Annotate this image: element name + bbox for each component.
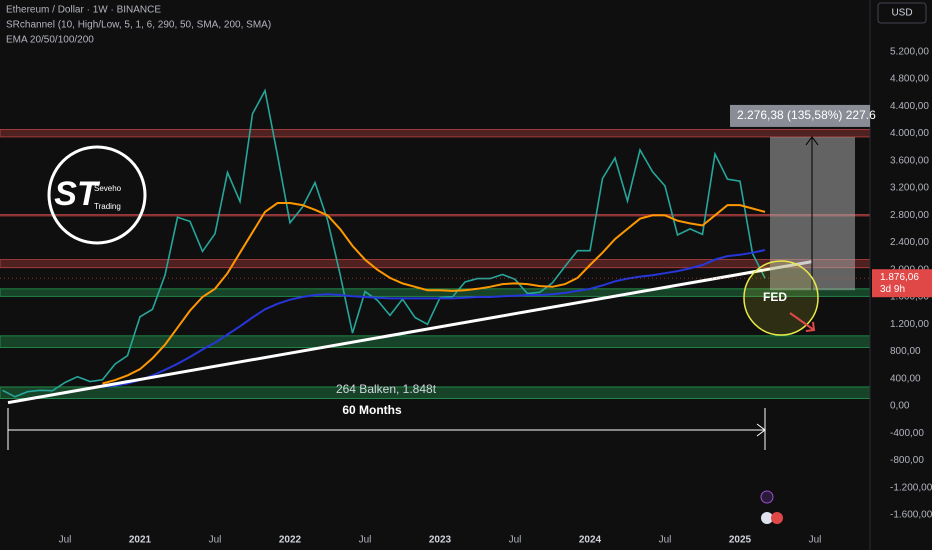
logo-circle bbox=[47, 145, 147, 245]
price-line bbox=[102, 249, 766, 388]
x-tick-label: Jul bbox=[809, 535, 822, 546]
y-tick-label: -1.600,00 bbox=[890, 510, 932, 521]
event-arrow bbox=[789, 312, 816, 332]
y-tick-label: 400,00 bbox=[890, 373, 921, 384]
bars-note: 264 Balken, 1.848t bbox=[336, 382, 437, 396]
span-arrowhead bbox=[756, 423, 766, 437]
zone bbox=[0, 259, 871, 269]
last-price-label: 1.876,06 bbox=[880, 272, 919, 283]
x-tick-label: 2023 bbox=[429, 535, 452, 546]
logo-line: Trading bbox=[94, 202, 121, 211]
y-tick-label: -1.200,00 bbox=[890, 482, 932, 493]
y-tick-label: -800,00 bbox=[890, 455, 924, 466]
measure-label-box bbox=[730, 104, 870, 127]
indicator-label: EMA 20/50/100/200 bbox=[6, 35, 94, 46]
trendline bbox=[7, 260, 813, 405]
x-tick-label: 2024 bbox=[579, 535, 602, 546]
plot bbox=[2, 88, 813, 405]
y-tick-label: 4.000,00 bbox=[890, 128, 929, 139]
y-tick-label: 0,00 bbox=[890, 401, 910, 412]
event-icon bbox=[760, 490, 774, 504]
x-tick-label: Jul bbox=[359, 535, 372, 546]
y-tick-label: 2.400,00 bbox=[890, 237, 929, 248]
x-tick-label: 2025 bbox=[729, 535, 752, 546]
event-circle bbox=[743, 260, 819, 336]
measure-label: 2.276,38 (135,58%) 227.6 bbox=[737, 108, 876, 122]
x-tick-label: Jul bbox=[59, 535, 72, 546]
zone bbox=[0, 129, 871, 138]
x-tick-label: 2021 bbox=[129, 535, 152, 546]
y-tick-label: 4.400,00 bbox=[890, 101, 929, 112]
countdown-label: 3d 9h bbox=[880, 284, 905, 295]
span-note: 60 Months bbox=[342, 403, 402, 417]
chart-title: Ethereum / Dollar · 1W · BINANCE bbox=[6, 5, 161, 16]
price-line bbox=[102, 202, 766, 385]
y-tick-label: 5.200,00 bbox=[890, 46, 929, 57]
overlay: 2.276,38 (135,58%) 227.6 bbox=[0, 104, 876, 291]
event-label: FED bbox=[763, 290, 787, 304]
last-price-tag bbox=[872, 269, 932, 298]
y-tick-label: 2.800,00 bbox=[890, 210, 929, 221]
y-tick-label: 3.200,00 bbox=[890, 183, 929, 194]
indicator-label: SRchannel (10, High/Low, 5, 1, 6, 290, 5… bbox=[6, 20, 271, 31]
y-tick-label: 3.600,00 bbox=[890, 155, 929, 166]
y-tick-label: -400,00 bbox=[890, 428, 924, 439]
x-tick-label: Jul bbox=[509, 535, 522, 546]
y-tick-label: 1.200,00 bbox=[890, 319, 929, 330]
event-icon bbox=[771, 512, 783, 524]
x-tick-label: 2022 bbox=[279, 535, 302, 546]
x-tick-label: Jul bbox=[209, 535, 222, 546]
measure-arrowhead bbox=[805, 136, 819, 146]
event-icon bbox=[761, 512, 773, 524]
y-tick-label: 800,00 bbox=[890, 346, 921, 357]
price-line bbox=[2, 88, 766, 398]
zone bbox=[0, 214, 871, 217]
x-tick-label: Jul bbox=[659, 535, 672, 546]
currency-button[interactable] bbox=[877, 2, 927, 24]
logo-line: Seveho bbox=[94, 184, 122, 193]
currency-label: USD bbox=[891, 8, 912, 19]
logo-text: ST bbox=[54, 175, 101, 213]
y-tick-label: 4.800,00 bbox=[890, 74, 929, 85]
